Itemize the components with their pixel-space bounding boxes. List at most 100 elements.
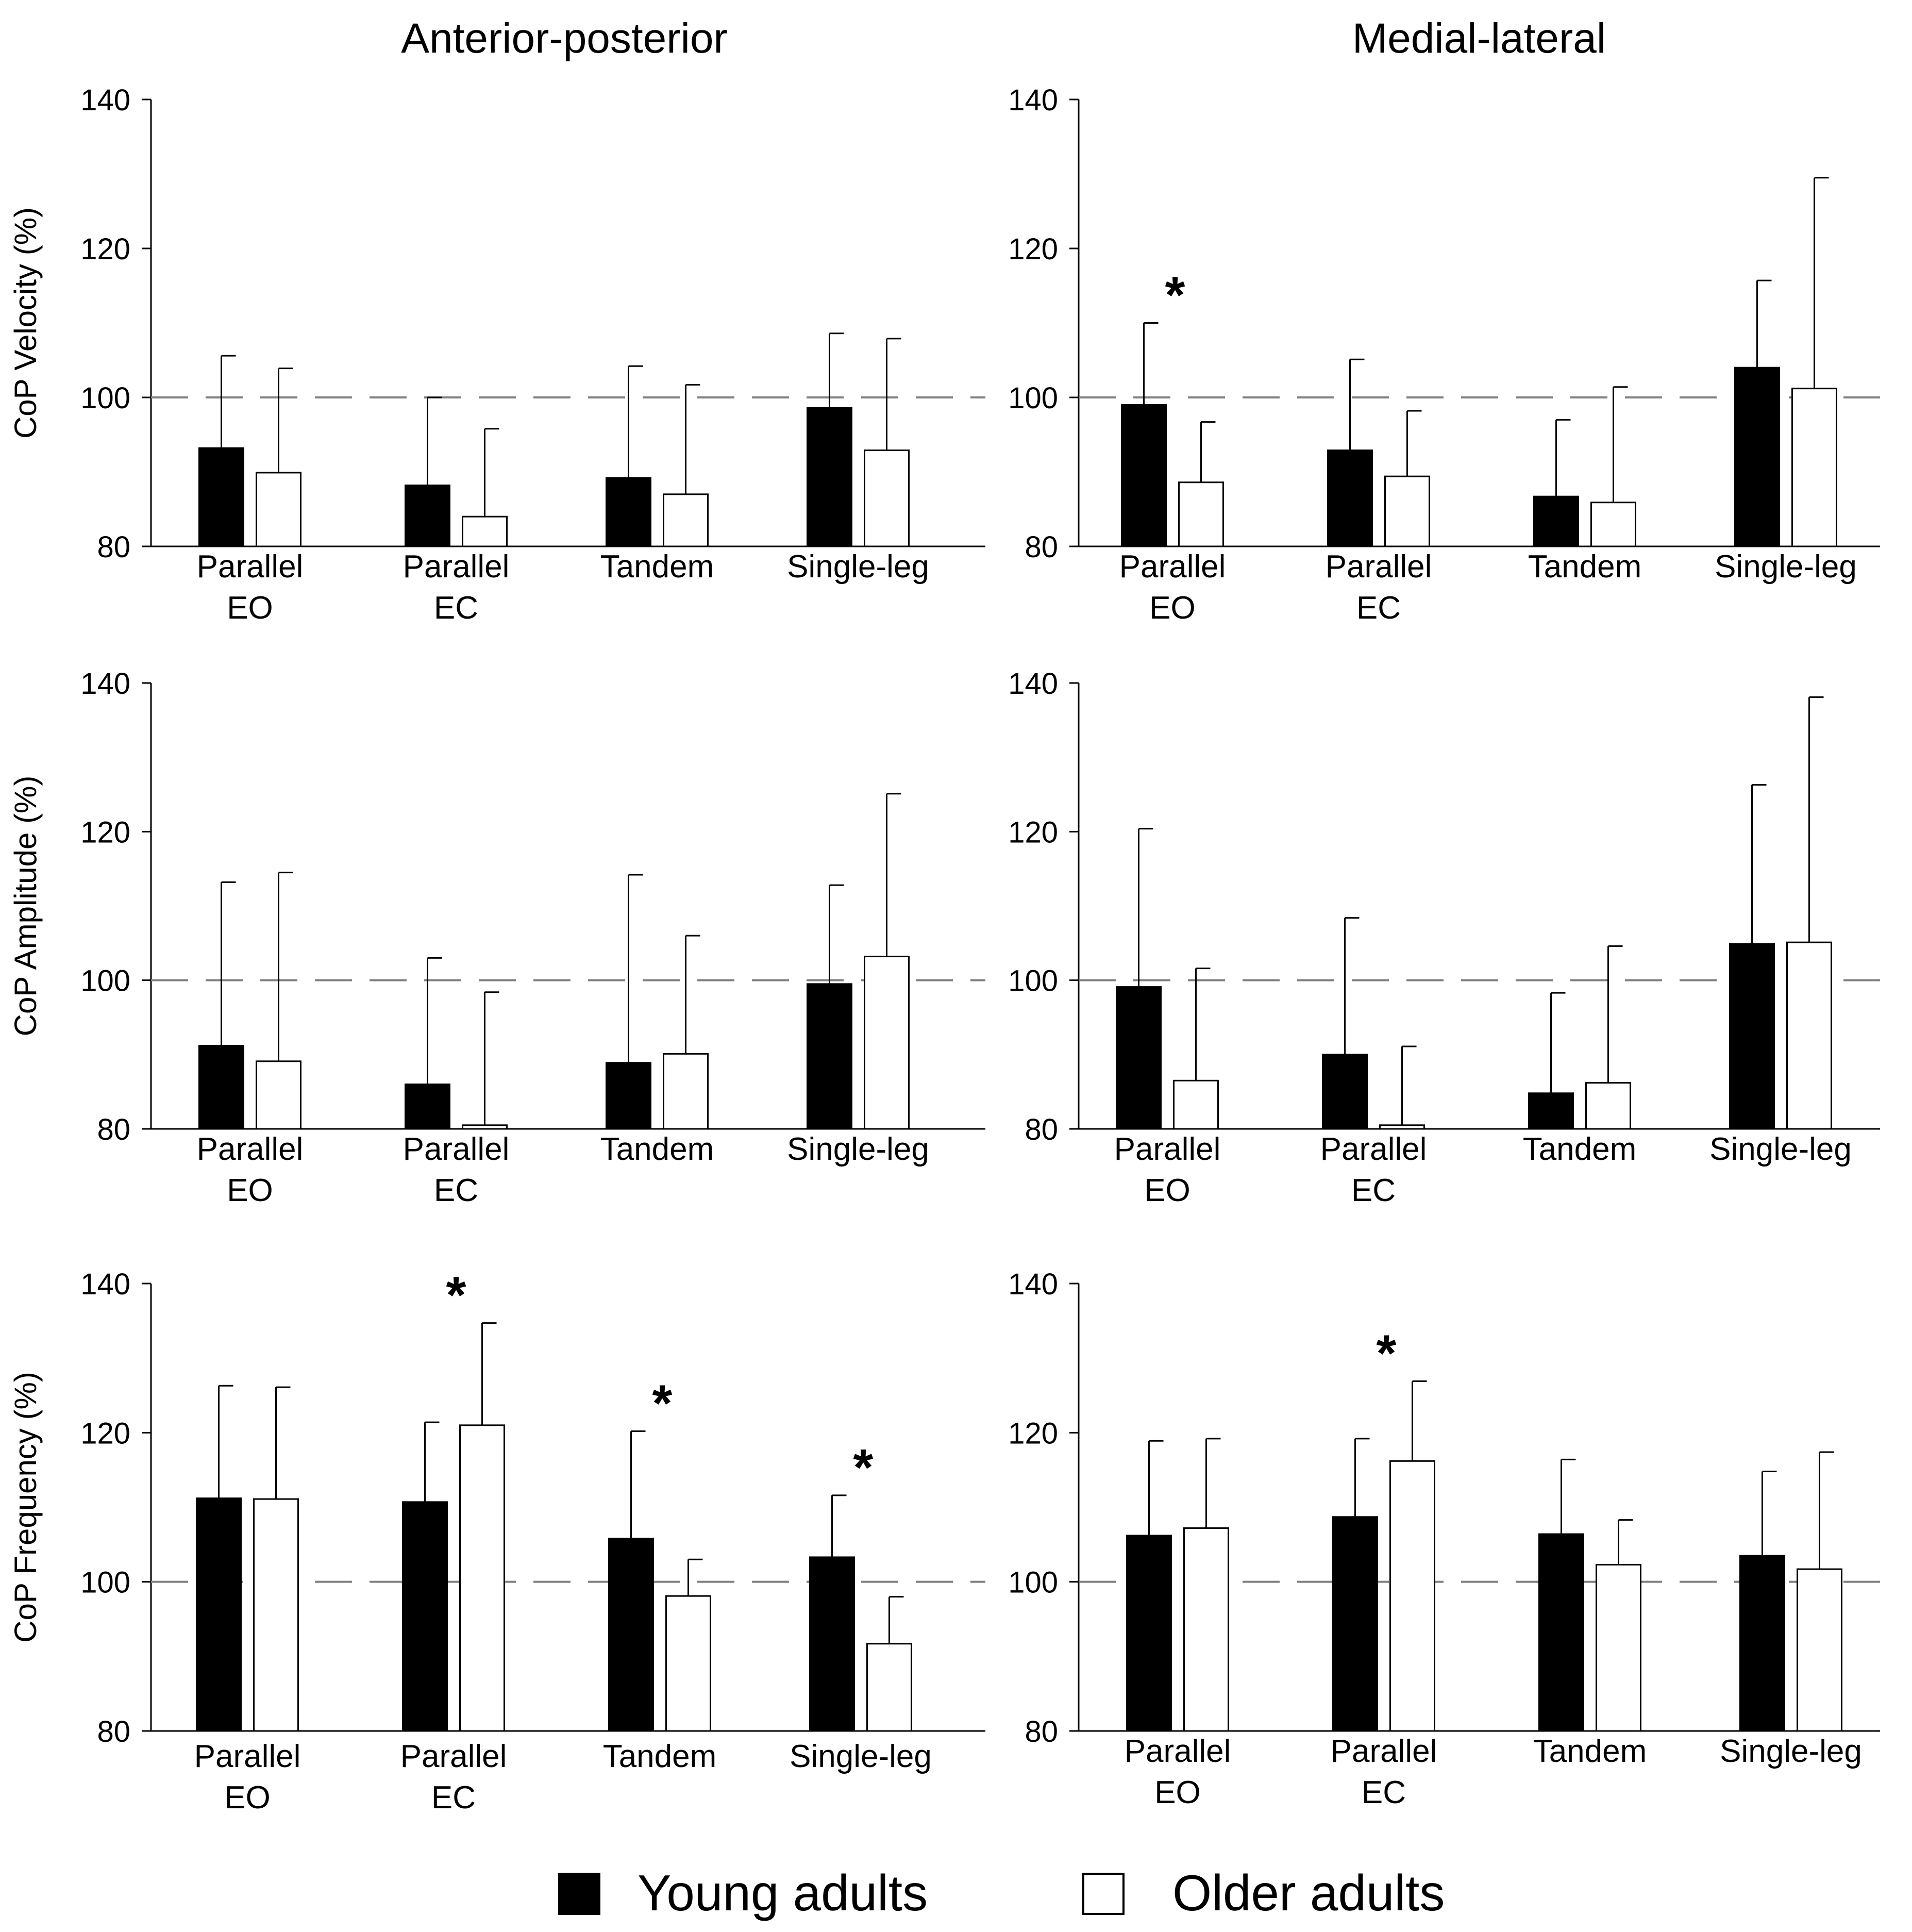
category-label: Parallel xyxy=(400,1739,507,1774)
category-label: EC xyxy=(431,1780,476,1816)
category-label: Tandem xyxy=(1533,1734,1647,1769)
bar xyxy=(1729,943,1775,1130)
bar xyxy=(1585,1082,1631,1130)
y-tick-label: 140 xyxy=(1008,1268,1058,1301)
category-label: Single-leg xyxy=(787,549,929,585)
y-tick-label: 120 xyxy=(1008,815,1058,849)
legend-label-older-adults: Older adults xyxy=(1172,1864,1445,1921)
bar xyxy=(1590,502,1636,547)
y-tick-label: 80 xyxy=(97,1113,130,1146)
bar xyxy=(1739,1555,1785,1732)
bar xyxy=(253,1498,299,1732)
category-label: Parallel xyxy=(1326,549,1432,585)
y-tick-label: 140 xyxy=(80,667,130,701)
panel-4: 80 100 120 140 Parallel EO Parallel EC Tandem Sin… xyxy=(1008,667,1880,1208)
y-tick-label: 100 xyxy=(80,1566,130,1600)
bar xyxy=(807,407,852,547)
bar xyxy=(606,1062,651,1130)
panel-6: 80 100 120 140 Parallel EO * Parallel EC Tandem Si… xyxy=(1008,1268,1880,1810)
significance-marker: * xyxy=(652,1374,673,1432)
panel-5: CoP Frequency (%) 80 100 120 140 Parallel EO * P… xyxy=(8,1267,985,1816)
bar xyxy=(1538,1533,1584,1732)
bar xyxy=(663,493,709,547)
category-label: EO xyxy=(1144,1173,1190,1208)
significance-marker: * xyxy=(446,1267,466,1324)
category-label: Parallel xyxy=(1114,1131,1221,1167)
category-label: EO xyxy=(1154,1775,1201,1810)
category-label: EO xyxy=(1149,590,1196,626)
category-label: Tandem xyxy=(1528,549,1642,585)
panels: CoP Velocity (%) 80 100 120 140 Parallel EO Par… xyxy=(8,84,1880,1816)
y-tick-label: 80 xyxy=(1025,1113,1058,1146)
bar xyxy=(405,485,450,547)
y-axis-label: CoP Amplitude (%) xyxy=(8,776,43,1037)
category-label: Parallel xyxy=(1119,549,1226,585)
category-label: Parallel xyxy=(403,1131,510,1167)
bar xyxy=(1533,495,1579,547)
y-tick-label: 140 xyxy=(1008,84,1058,117)
bar xyxy=(608,1538,654,1732)
bar xyxy=(1327,449,1373,547)
y-tick-label: 140 xyxy=(80,1268,130,1301)
panel-2: 80 100 120 140 * Parallel EO Parallel EC Tandem Si… xyxy=(1008,84,1880,626)
category-label: Single-leg xyxy=(790,1739,932,1774)
category-label: Tandem xyxy=(600,1131,714,1167)
bar xyxy=(198,1045,244,1130)
bar xyxy=(1183,1527,1229,1732)
panel-1: CoP Velocity (%) 80 100 120 140 Parallel EO Par… xyxy=(8,84,985,626)
y-tick-label: 80 xyxy=(1025,1715,1058,1748)
category-label: Tandem xyxy=(600,549,714,585)
panel-3: CoP Amplitude (%) 80 100 120 140 Parallel EO Pa… xyxy=(8,667,985,1208)
y-tick-label: 80 xyxy=(97,530,130,564)
bar xyxy=(256,472,301,547)
bar xyxy=(1389,1460,1435,1732)
y-tick-label: 140 xyxy=(1008,667,1058,701)
bar xyxy=(864,449,910,547)
category-label: EC xyxy=(434,1173,478,1208)
bar xyxy=(1786,941,1832,1130)
category-label: EC xyxy=(434,590,478,626)
y-tick-label: 100 xyxy=(1008,964,1058,998)
category-label: Tandem xyxy=(603,1739,717,1774)
bar xyxy=(665,1595,711,1732)
y-tick-label: 100 xyxy=(1008,381,1058,415)
bar xyxy=(1797,1568,1842,1732)
category-label: Parallel xyxy=(197,1131,304,1167)
bar xyxy=(1173,1079,1219,1130)
category-label: Parallel xyxy=(1320,1131,1427,1167)
category-label: EO xyxy=(227,1173,273,1208)
category-label: Single-leg xyxy=(1715,549,1857,585)
category-label: Parallel xyxy=(1331,1734,1437,1769)
y-tick-label: 100 xyxy=(80,381,130,415)
bar xyxy=(1332,1516,1378,1732)
bar xyxy=(1178,481,1224,547)
bar xyxy=(807,983,852,1130)
category-label: EO xyxy=(227,590,273,626)
bar xyxy=(256,1060,301,1130)
bar xyxy=(1384,475,1430,547)
y-tick-label: 120 xyxy=(80,815,130,849)
legend-swatch-older-adults xyxy=(1082,1873,1125,1915)
bar xyxy=(1596,1563,1641,1732)
bar xyxy=(1116,986,1162,1130)
y-tick-label: 80 xyxy=(97,1715,130,1748)
category-label: Single-leg xyxy=(1720,1734,1862,1769)
y-tick-label: 120 xyxy=(80,1417,130,1450)
significance-marker: * xyxy=(1165,267,1185,324)
significance-marker: * xyxy=(853,1439,874,1496)
y-tick-label: 120 xyxy=(1008,232,1058,266)
bar xyxy=(864,956,910,1130)
bar xyxy=(459,1424,505,1732)
bar xyxy=(663,1053,709,1130)
legend-label-young-adults: Young adults xyxy=(638,1864,928,1921)
bar xyxy=(866,1643,912,1732)
bar xyxy=(1322,1054,1368,1130)
column-title-anterior-posterior: Anterior-posterior xyxy=(401,15,727,62)
y-tick-label: 140 xyxy=(80,84,130,117)
y-tick-label: 120 xyxy=(80,232,130,266)
category-label: EC xyxy=(1351,1173,1396,1208)
y-axis-label: CoP Frequency (%) xyxy=(8,1372,43,1643)
column-title-medial-lateral: Medial-lateral xyxy=(1352,15,1606,62)
bar xyxy=(405,1084,450,1130)
category-label: EO xyxy=(224,1780,271,1816)
